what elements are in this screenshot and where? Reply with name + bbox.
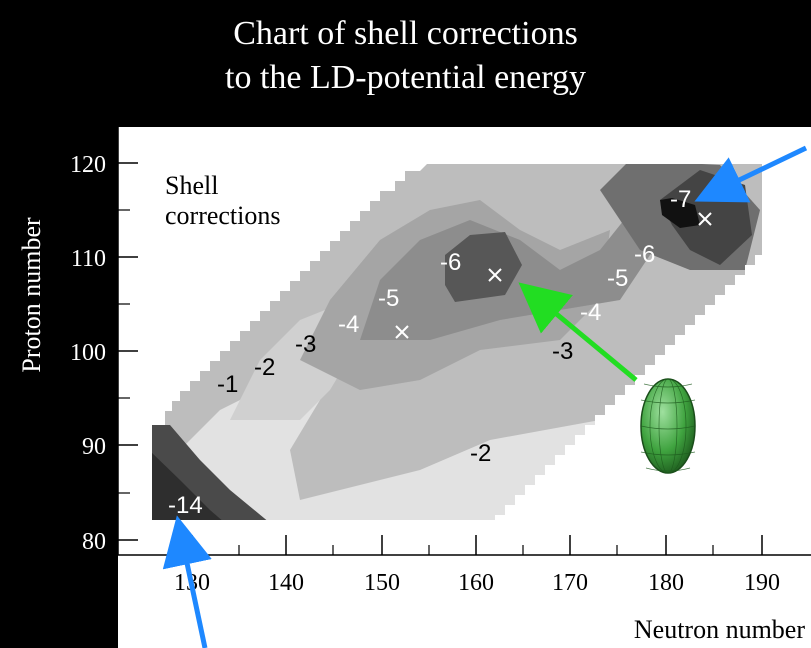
contour-label: -2 [254,354,275,381]
x-tick-label: 140 [268,570,304,596]
contour-label: -6 [634,241,655,268]
contour-label: -3 [552,338,573,365]
y-axis-label: Proton number [17,217,46,373]
minimum-marker [698,212,712,226]
arrow-to-superheavy-minimum [694,145,808,203]
x-tick-label: 150 [364,570,400,596]
contour-label: -7 [670,186,691,213]
x-tick-label: 180 [648,570,684,596]
chart-title: Chart of shell corrections to the LD-pot… [0,12,811,100]
y-tick-label: 120 [70,152,106,178]
contour-label: -5 [607,265,628,292]
y-ticks: 80 90 100 110 120 [70,152,138,555]
x-tick-label: 170 [552,570,588,596]
contour-labels: -14-1-2-3-4-5-6-3-4-5-6-7-2 [168,186,691,519]
inset-label-line-2: corrections [165,201,281,230]
minimum-marker [395,325,409,339]
contour-region-14-inner [149,450,225,523]
x-tick-label: 190 [744,570,780,596]
contour-label: -14 [168,492,203,519]
map-border [146,158,768,526]
no-data-bottom-right [495,255,765,523]
arrow-to-doubly-magic-minimum [162,515,212,648]
title-line-2: to the LD-potential energy [225,59,586,96]
y-axis: 80 90 100 110 120 Proton number [17,127,138,555]
contour-region-6 [445,232,522,302]
contour-label: -6 [440,249,461,276]
contour-label: -3 [295,331,316,358]
arrow-to-deformed-minimum [518,282,638,382]
contour-label: -1 [217,371,238,398]
contour-label: -4 [580,299,601,326]
contour-label: -4 [338,311,359,338]
x-axis-label: Neutron number [634,615,805,644]
minimum-marker [488,268,502,282]
contour-label: -2 [470,440,491,467]
y-tick-label: 80 [82,529,106,555]
y-tick-label: 110 [71,246,106,272]
shell-correction-map [146,158,768,526]
y-tick-label: 100 [70,340,106,366]
contour-region-8 [660,198,700,228]
no-data-top-left [149,161,430,425]
x-tick-label: 160 [458,570,494,596]
ellipsoid-icon [640,378,696,474]
x-axis: 130140150160170180190 Neutron number [118,535,811,644]
minima-markers [395,212,712,339]
inset-label-line-1: Shell [165,171,218,200]
y-tick-label: 90 [82,434,106,460]
title-line-1: Chart of shell corrections [233,15,578,52]
contour-label: -5 [378,285,399,312]
